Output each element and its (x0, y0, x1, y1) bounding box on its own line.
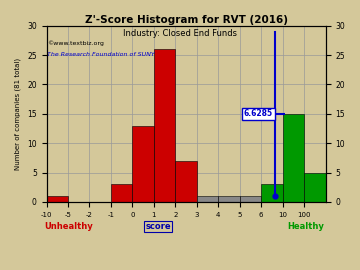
Text: ©www.textbiz.org: ©www.textbiz.org (47, 40, 104, 46)
Bar (218, 196, 240, 202)
Text: Industry: Closed End Funds: Industry: Closed End Funds (123, 29, 237, 38)
Bar (283, 114, 304, 202)
Bar (240, 196, 261, 202)
Text: 6.6285: 6.6285 (244, 109, 273, 118)
Bar (154, 49, 175, 202)
Bar (175, 161, 197, 202)
Text: The Research Foundation of SUNY: The Research Foundation of SUNY (47, 52, 154, 57)
Bar (261, 184, 283, 202)
Text: score: score (145, 222, 171, 231)
Text: Unhealthy: Unhealthy (45, 222, 93, 231)
Bar (46, 196, 68, 202)
Bar (111, 184, 132, 202)
Text: Healthy: Healthy (288, 222, 324, 231)
Bar (132, 126, 154, 202)
Bar (197, 196, 218, 202)
Y-axis label: Number of companies (81 total): Number of companies (81 total) (15, 58, 22, 170)
Bar (304, 173, 325, 202)
Title: Z'-Score Histogram for RVT (2016): Z'-Score Histogram for RVT (2016) (85, 15, 288, 25)
